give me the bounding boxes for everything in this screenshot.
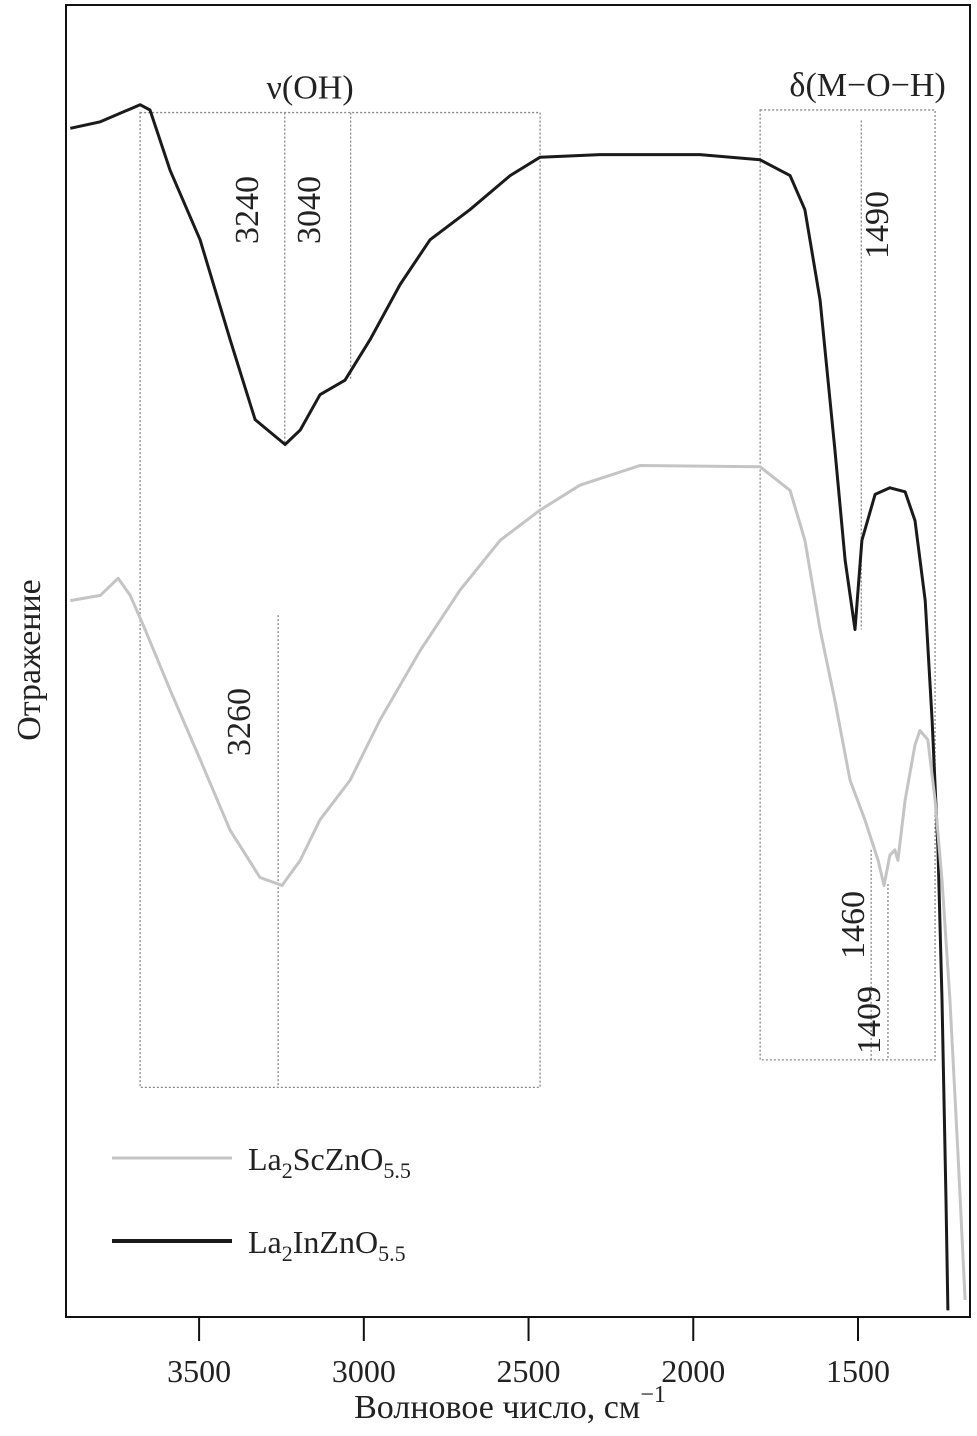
x-tick-label: 3500 xyxy=(167,1353,231,1389)
x-tick-label: 3000 xyxy=(332,1353,396,1389)
legend-label-sc: La2ScZnO5.5 xyxy=(248,1141,411,1183)
x-tick-label: 1500 xyxy=(826,1353,890,1389)
peak-label: 1490 xyxy=(859,191,896,259)
x-tick-label: 2500 xyxy=(497,1353,561,1389)
peak-label: 1409 xyxy=(851,986,888,1054)
plot-frame xyxy=(65,4,971,1318)
x-tick-label: 2000 xyxy=(661,1353,725,1389)
peak-label: 1460 xyxy=(835,891,872,959)
annotation-box xyxy=(139,111,541,1089)
annotation-box xyxy=(759,109,936,1061)
x-axis-label-sup: −1 xyxy=(640,1382,666,1408)
x-axis-label: Волновое число, см−1 xyxy=(354,1382,666,1426)
x-axis-label-text: Волновое число, см xyxy=(354,1389,640,1426)
legend: La2ScZnO5.5 La2InZnO5.5 xyxy=(112,1141,411,1266)
series-line-la2sczno xyxy=(70,464,967,1300)
legend-label-in: La2InZnO5.5 xyxy=(248,1224,406,1266)
annotation-box-label: δ(M−O−H) xyxy=(789,67,945,104)
y-axis-label: Отражение xyxy=(11,579,48,741)
peak-label: 3240 xyxy=(229,176,266,244)
peak-label: 3260 xyxy=(221,688,258,756)
series-line-la2inzno xyxy=(69,103,950,1311)
peak-label: 3040 xyxy=(291,176,328,244)
annotation-box-label: ν(OH) xyxy=(267,70,354,107)
